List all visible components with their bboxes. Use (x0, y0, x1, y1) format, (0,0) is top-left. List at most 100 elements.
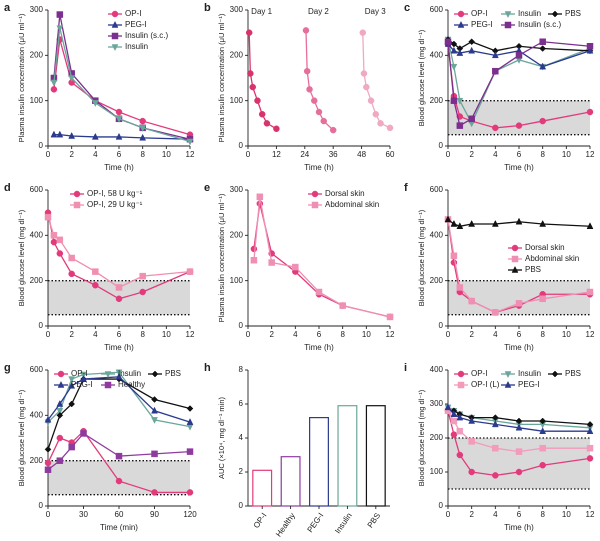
marker (115, 132, 123, 140)
marker (306, 86, 313, 93)
y-tick-label: 4 (239, 433, 244, 442)
marker (50, 79, 58, 87)
marker (151, 406, 158, 414)
x-tick-label: 0 (246, 330, 251, 339)
y-tick-label: 0 (239, 321, 244, 330)
y-tick-label: 100 (430, 467, 444, 476)
x-tick-label: 2 (469, 510, 474, 519)
x-axis-label: Time (h) (504, 343, 534, 352)
x-tick-label: 0 (246, 150, 251, 159)
x-axis-label: Time (h) (504, 523, 534, 532)
x-tick-label: Healthy (274, 511, 297, 538)
marker (539, 45, 547, 52)
marker (115, 284, 123, 291)
x-tick-label: 60 (386, 150, 395, 159)
x-tick-label: 2 (269, 330, 274, 339)
marker (151, 450, 158, 458)
marker (186, 423, 194, 431)
y-axis-label: Plasma insulin concentration (μU ml⁻¹) (17, 13, 26, 142)
marker (492, 444, 499, 452)
marker (56, 130, 64, 138)
marker (504, 380, 512, 388)
marker (56, 411, 64, 419)
marker (386, 124, 394, 132)
marker (303, 67, 311, 75)
x-tick-label: 0 (46, 150, 51, 159)
marker (456, 97, 464, 105)
x-tick-label: 2 (469, 150, 474, 159)
legend-label: Abdominal skin (525, 254, 579, 263)
y-tick-label: 300 (230, 5, 244, 14)
marker (586, 46, 594, 54)
x-tick-label: 12 (272, 150, 281, 159)
legend-label: OP-I (471, 369, 487, 378)
marker (186, 489, 194, 496)
marker (372, 111, 380, 118)
x-tick-label: 36 (329, 150, 338, 159)
marker (151, 417, 158, 424)
marker (56, 250, 64, 257)
y-tick-label: 0 (439, 141, 444, 150)
bar (309, 417, 329, 507)
marker (73, 190, 81, 198)
x-tick-label: 24 (300, 150, 309, 159)
marker (186, 138, 194, 146)
marker (504, 21, 512, 29)
y-tick-label: 8 (239, 365, 244, 374)
x-tick-label: 2 (69, 150, 74, 159)
legend-label: PBS (525, 265, 541, 274)
marker (377, 120, 384, 127)
x-tick-label: 10 (162, 330, 171, 339)
x-tick-label: 10 (362, 330, 371, 339)
marker (450, 417, 458, 425)
marker (151, 396, 158, 403)
panel-letter: i (404, 362, 407, 374)
marker (456, 451, 464, 459)
marker (539, 444, 546, 452)
x-tick-label: 0 (46, 510, 51, 519)
marker (315, 108, 323, 116)
series-line (447, 219, 591, 314)
marker (468, 38, 476, 46)
legend-label: Healthy (118, 380, 145, 389)
marker (457, 370, 465, 378)
marker (456, 284, 464, 291)
x-tick-label: 8 (140, 150, 145, 159)
x-tick-label: 30 (79, 510, 88, 519)
y-axis-label: Blood glucose level (mg dl⁻¹) (17, 389, 26, 486)
legend-label: PBS (565, 369, 581, 378)
marker (186, 405, 194, 412)
y-tick-label: 200 (230, 230, 244, 239)
marker (515, 423, 523, 431)
x-tick-label: 4 (293, 330, 298, 339)
marker (57, 370, 65, 378)
marker (539, 417, 547, 425)
x-tick-label: 0 (46, 330, 51, 339)
x-tick-label: PEG-I (306, 511, 326, 534)
legend-label: OP-I, 58 U kg⁻¹ (87, 189, 143, 198)
y-tick-label: 600 (30, 365, 44, 374)
x-tick-label: 8 (340, 330, 345, 339)
panel-letter: e (204, 182, 210, 194)
x-tick-label: 10 (562, 150, 571, 159)
marker (151, 370, 159, 378)
marker (457, 381, 465, 389)
marker (491, 420, 499, 428)
panel-letter: a (4, 2, 11, 14)
marker (111, 32, 119, 40)
marker (115, 116, 123, 123)
marker (263, 120, 271, 127)
marker (468, 438, 475, 445)
series-line (447, 41, 591, 127)
legend-label: PEG-I (125, 20, 147, 29)
marker (315, 288, 323, 296)
marker (491, 219, 499, 227)
x-tick-label: 12 (586, 330, 595, 339)
marker (450, 252, 458, 259)
marker (468, 219, 476, 227)
y-tick-label: 200 (430, 96, 444, 105)
y-axis-label: Blood glucose level (mg dl⁻¹) (17, 209, 26, 306)
x-tick-label: 12 (586, 150, 595, 159)
marker (511, 265, 519, 273)
x-tick-label: 10 (562, 330, 571, 339)
